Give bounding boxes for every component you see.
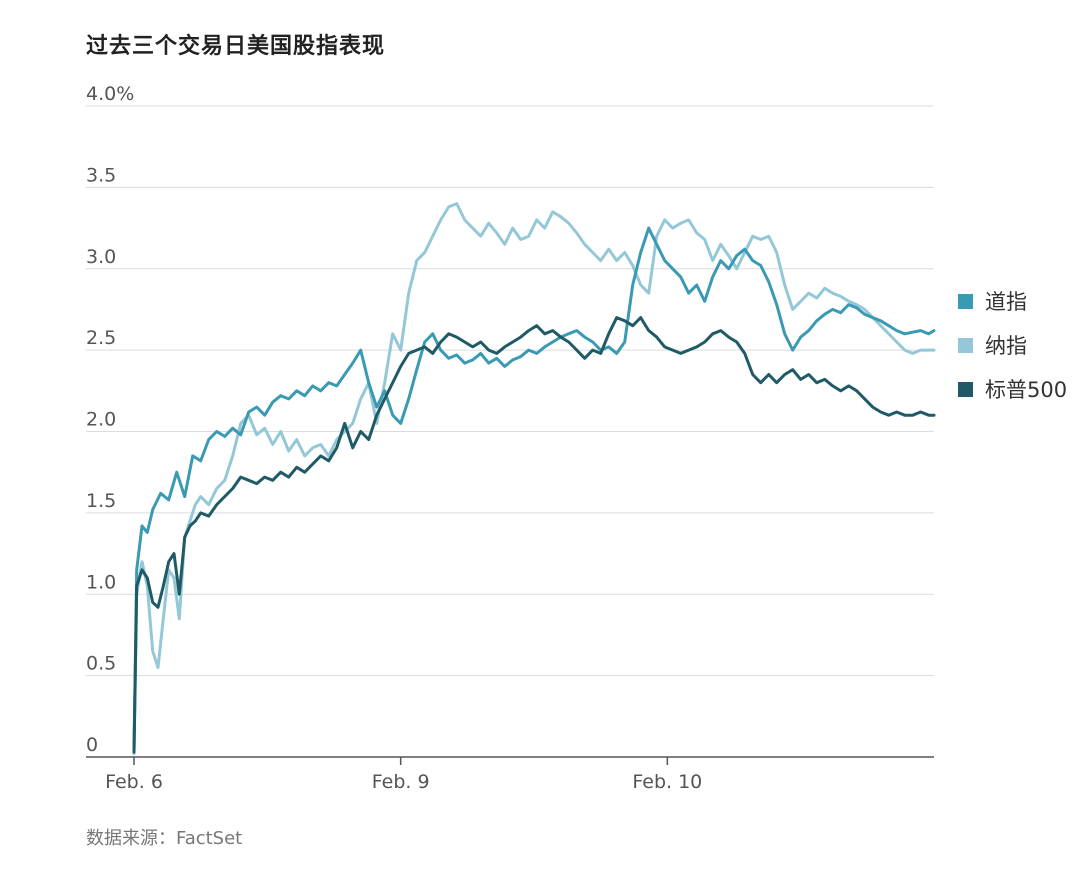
x-tick-label: Feb. 9 [372,771,430,793]
legend-label: 纳指 [985,334,1027,358]
legend-item: 道指 [958,290,1067,314]
axis-layer: 0 0.5 1.0 1.5 2.0 2.5 3.0 3.5 4.0% Feb. 6 Feb. 9 Fe… [86,83,934,793]
legend-item: 纳指 [958,334,1067,358]
series-line-1 [132,202,936,756]
legend-swatch [958,293,973,309]
series-line-0 [132,226,936,751]
grid-layer [86,105,934,677]
y-tick-label: 2.5 [86,327,116,349]
legend-label: 道指 [985,290,1027,314]
chart-title: 过去三个交易日美国股指表现 [86,34,386,59]
y-tick-label: 0.5 [86,653,116,675]
legend-swatch [958,337,973,353]
y-tick-label: 3.5 [86,164,116,186]
y-tick-label: 4.0% [86,83,134,105]
y-tick-label: 2.0 [86,409,116,431]
x-tick-label: Feb. 6 [105,771,163,793]
legend-label: 标普500 [985,378,1068,402]
y-tick-label: 1.0 [86,571,116,593]
y-tick-label: 0 [86,734,98,756]
source-note: 数据来源：FactSet [86,828,243,849]
series-line-2 [132,316,936,754]
y-tick-label: 3.0 [86,246,116,268]
legend-swatch [958,381,973,397]
legend-item: 标普500 [958,378,1067,402]
series-layer [132,202,936,756]
legend: 道指纳指标普500 [958,290,1067,422]
y-tick-label: 1.5 [86,490,116,512]
x-tick-label: Feb. 10 [632,771,702,793]
